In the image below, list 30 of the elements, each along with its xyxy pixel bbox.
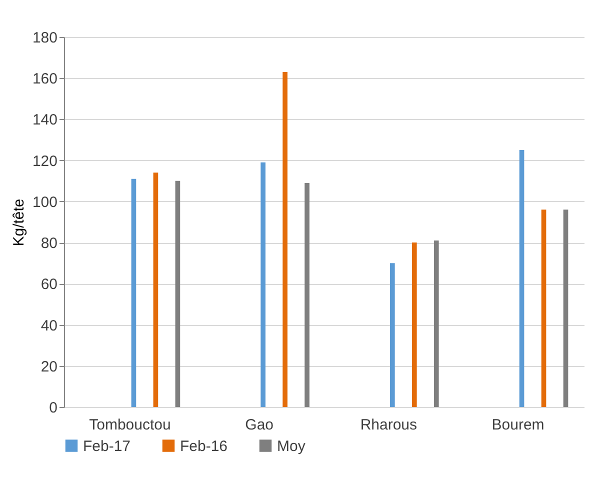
bar	[519, 150, 524, 407]
x-tick-label: Rharous	[360, 416, 418, 434]
bar	[304, 182, 310, 407]
bar	[541, 210, 546, 407]
y-tick-label: 160	[32, 70, 58, 88]
y-tick-label: 40	[40, 317, 58, 334]
bar	[153, 172, 158, 407]
bar	[175, 180, 180, 407]
y-tick-label: 20	[40, 358, 58, 376]
bar	[131, 178, 136, 407]
legend-label: Feb-16	[180, 438, 228, 455]
bar	[260, 162, 266, 407]
y-axis-title: Kg/tête	[10, 198, 28, 246]
y-tick-label: 120	[32, 152, 58, 170]
bar	[563, 210, 568, 407]
x-tick-label: Bourem	[492, 416, 544, 434]
bar	[390, 263, 395, 407]
y-tick-label: 100	[32, 194, 58, 211]
y-tick-label: 180	[32, 30, 58, 46]
bar	[282, 72, 288, 407]
x-tick-label: Gao	[245, 416, 274, 434]
y-tick-label: 0	[49, 400, 58, 416]
x-tick-label: Tombouctou	[89, 416, 171, 434]
bar	[434, 240, 439, 407]
bar	[412, 242, 417, 407]
y-tick-label: 80	[40, 235, 58, 252]
y-tick-label: 140	[32, 112, 58, 129]
y-tick-label: 60	[40, 276, 58, 294]
legend-label: Feb-17	[83, 438, 131, 455]
legend-label: Moy	[277, 438, 306, 455]
